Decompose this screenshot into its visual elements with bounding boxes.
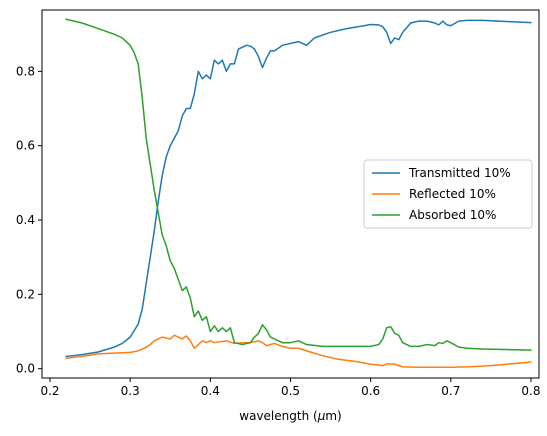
x-tick-label: 0.7 <box>441 384 460 398</box>
x-tick-label: 0.6 <box>361 384 380 398</box>
series-line-2 <box>65 334 532 368</box>
y-tick-label: 0.8 <box>16 64 35 78</box>
x-tick-label: 0.4 <box>201 384 220 398</box>
x-tick-label: 0.8 <box>521 384 540 398</box>
legend-box <box>363 159 533 229</box>
x-axis-label: wavelength (μm) <box>239 409 341 423</box>
x-tick-label: 0.5 <box>281 384 300 398</box>
legend-label-2: Reflected 10% <box>409 187 496 201</box>
y-tick-label: 0.6 <box>16 139 35 153</box>
x-tick-label: 0.3 <box>121 384 140 398</box>
y-axis: 0.0 0.2 0.4 0.6 0.8 <box>16 64 42 376</box>
series-line-1 <box>65 19 532 358</box>
y-tick-label: 0.0 <box>16 362 35 376</box>
y-tick-label: 0.2 <box>16 287 35 301</box>
series-line-3 <box>65 18 532 351</box>
plot-lines <box>65 18 532 368</box>
x-axis: 0.2 0.3 0.4 0.5 0.6 0.7 0.8 <box>40 378 541 398</box>
x-tick-label: 0.2 <box>40 384 59 398</box>
legend-label-3: Absorbed 10% <box>409 208 496 222</box>
legend-label-1: Transmitted 10% <box>408 166 511 180</box>
y-tick-label: 0.4 <box>16 213 35 227</box>
legend: Transmitted 10% Reflected 10% Absorbed 10% <box>363 159 533 229</box>
